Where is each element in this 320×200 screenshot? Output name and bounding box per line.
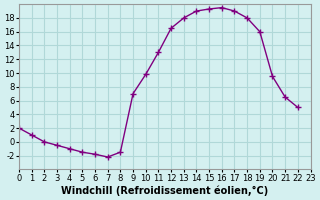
X-axis label: Windchill (Refroidissement éolien,°C): Windchill (Refroidissement éolien,°C) (61, 185, 268, 196)
